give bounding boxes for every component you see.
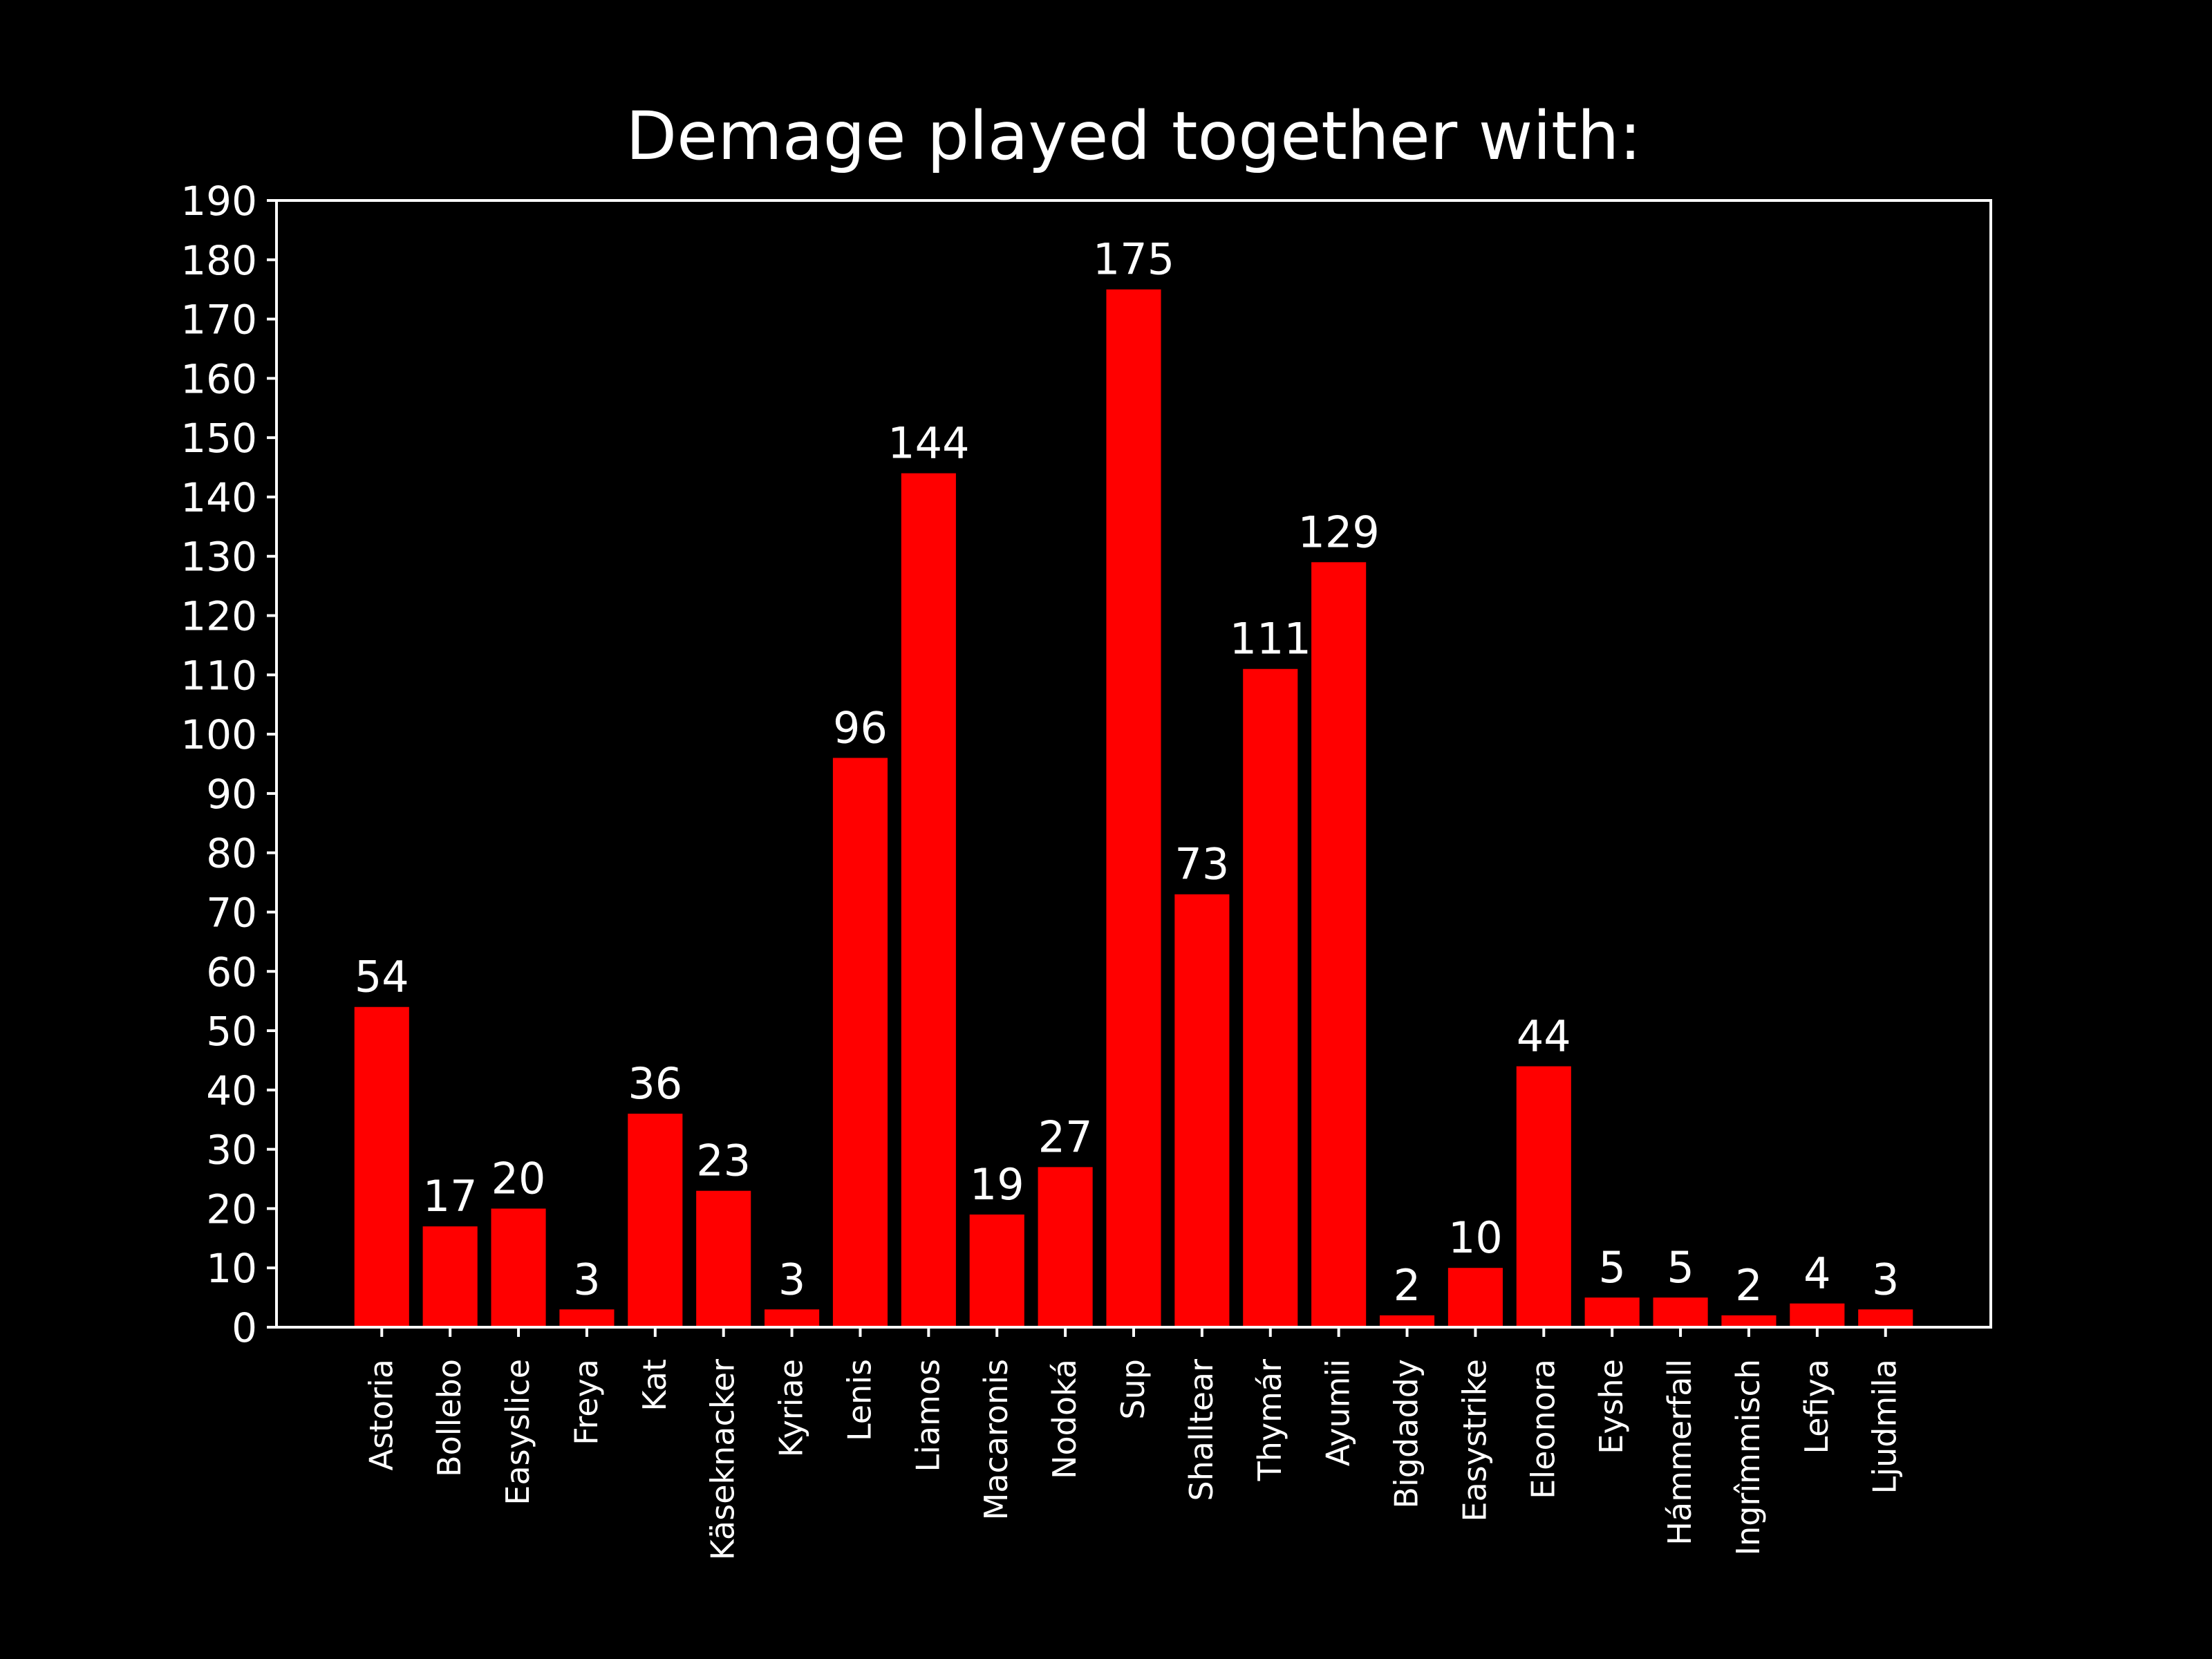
data-label: 54	[355, 952, 409, 1002]
bar-freya	[559, 1309, 615, 1327]
y-tick-label: 10	[206, 1245, 257, 1292]
y-tick-label: 100	[180, 711, 257, 758]
data-label: 36	[628, 1058, 682, 1109]
bar-astoria	[354, 1006, 409, 1327]
plot-frame	[275, 199, 1992, 1329]
chart-title: Demage played together with:	[626, 97, 1642, 175]
x-tick-label: Thymár	[1251, 1359, 1288, 1481]
bar-eyshe	[1584, 1297, 1640, 1327]
x-tick-label: Lefiya	[1798, 1359, 1835, 1454]
bar-eleonora	[1516, 1066, 1571, 1327]
data-label: 5	[1598, 1242, 1625, 1293]
y-tick-label: 90	[206, 771, 257, 818]
y-tick-label: 180	[180, 237, 257, 284]
x-tick-label: Astoria	[362, 1359, 400, 1471]
y-tick-label: 70	[206, 889, 257, 936]
x-axis: Astoria Bollebo Easyslice Freya Kat Käseknack…	[362, 1327, 1904, 1560]
bar-thymár	[1243, 668, 1298, 1327]
y-tick-label: 170	[180, 297, 257, 344]
x-tick-label: Ayumii	[1320, 1359, 1357, 1466]
x-tick-label: Hámmerfall	[1661, 1359, 1698, 1546]
x-tick-label: Ljudmila	[1866, 1359, 1904, 1494]
bar-sup	[1106, 289, 1161, 1328]
data-label: 19	[970, 1159, 1024, 1210]
bar-macaronis	[969, 1215, 1024, 1327]
x-tick-label: Easyslice	[499, 1359, 536, 1506]
bar-bollebo	[422, 1226, 478, 1327]
y-tick-label: 140	[180, 474, 257, 521]
bar-nodoká	[1038, 1167, 1093, 1327]
y-tick-label: 130	[180, 534, 257, 581]
y-tick-label: 60	[206, 948, 257, 995]
y-tick-label: 160	[180, 355, 257, 402]
bar-ljudmila	[1858, 1309, 1913, 1327]
data-label: 111	[1230, 614, 1311, 664]
y-tick-label: 50	[206, 1008, 257, 1055]
bar-lenis	[832, 758, 888, 1327]
bar-shalltear	[1174, 894, 1230, 1327]
x-tick-label: Easystrike	[1456, 1359, 1493, 1521]
data-label: 3	[573, 1254, 600, 1304]
bar-ayumii	[1311, 562, 1367, 1327]
x-tick-label: Kat	[636, 1359, 673, 1412]
data-label: 2	[1735, 1260, 1762, 1311]
data-label: 44	[1517, 1011, 1571, 1062]
bar-bigdaddy	[1379, 1315, 1435, 1327]
bar-kyriae	[765, 1309, 820, 1327]
data-label: 96	[833, 702, 888, 753]
y-tick-label: 190	[180, 178, 257, 225]
bar-lefiya	[1790, 1303, 1845, 1327]
data-label: 17	[423, 1171, 478, 1221]
x-tick-label: Macaronis	[977, 1359, 1015, 1520]
x-tick-label: Eyshe	[1593, 1359, 1630, 1454]
x-tick-label: Eleonora	[1524, 1359, 1562, 1499]
x-tick-label: Kyriae	[773, 1359, 810, 1457]
data-label: 10	[1448, 1212, 1503, 1263]
x-tick-label: Ingrîmmisch	[1730, 1359, 1767, 1555]
bar-kat	[628, 1114, 683, 1327]
x-tick-label: Shalltear	[1183, 1359, 1220, 1501]
data-label: 23	[696, 1136, 751, 1186]
bar-easyslice	[491, 1208, 546, 1327]
y-tick-label: 120	[180, 593, 257, 640]
data-label: 144	[888, 418, 969, 469]
y-tick-label: 80	[206, 830, 257, 877]
y-tick-label: 110	[180, 652, 257, 699]
data-label: 5	[1667, 1242, 1694, 1293]
data-label: 27	[1038, 1112, 1093, 1162]
data-label: 4	[1803, 1248, 1830, 1299]
x-tick-label: Bollebo	[431, 1359, 468, 1477]
data-label: 129	[1297, 507, 1379, 557]
data-label: 3	[1872, 1254, 1899, 1304]
x-tick-label: Käseknacker	[704, 1359, 742, 1560]
y-tick-label: 30	[206, 1127, 257, 1174]
data-label: 2	[1394, 1260, 1421, 1311]
data-label: 73	[1174, 839, 1229, 890]
y-tick-label: 0	[232, 1304, 257, 1351]
y-tick-label: 150	[180, 415, 257, 462]
y-tick-label: 20	[206, 1185, 257, 1232]
bar-ingrîmmisch	[1721, 1315, 1777, 1327]
data-label: 20	[491, 1153, 546, 1203]
data-label: 3	[778, 1254, 805, 1304]
bar-käseknacker	[696, 1190, 751, 1327]
x-tick-label: Lenis	[841, 1359, 878, 1441]
x-tick-label: Freya	[568, 1359, 605, 1445]
y-axis: 0 10 20 30 40 50 60 70 80 90 100 110 120 130 140 150 160…	[180, 178, 276, 1351]
bar-liamos	[901, 473, 956, 1327]
bar-hámmerfall	[1653, 1297, 1708, 1327]
x-tick-label: Nodoká	[1046, 1359, 1083, 1479]
bar-easystrike	[1447, 1268, 1503, 1327]
bars-layer	[354, 289, 1913, 1328]
y-tick-label: 40	[206, 1067, 257, 1114]
x-tick-label: Bigdaddy	[1388, 1359, 1425, 1509]
x-tick-label: Liamos	[909, 1359, 946, 1472]
data-label: 175	[1093, 234, 1174, 285]
x-tick-label: Sup	[1114, 1359, 1152, 1420]
